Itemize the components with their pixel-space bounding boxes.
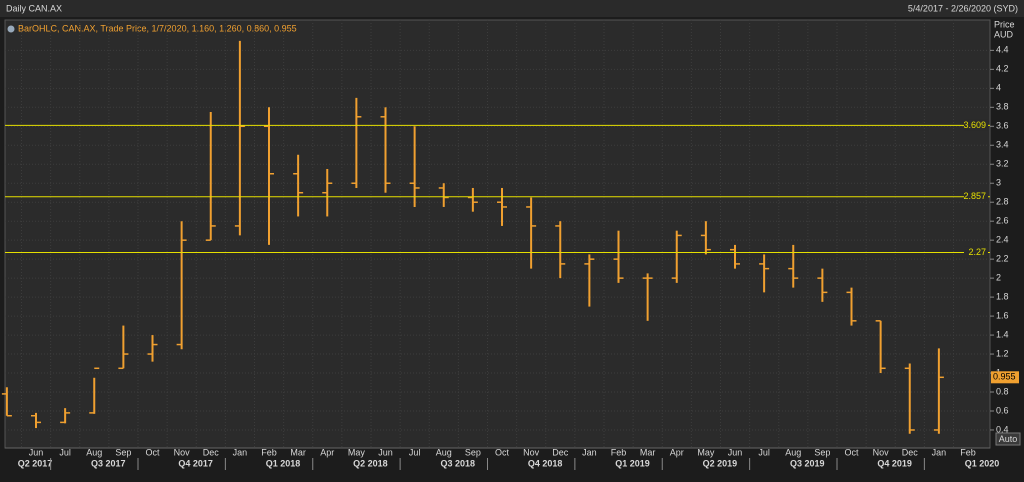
y-tick-label: 1.6	[996, 310, 1009, 320]
quarter-label: Q4 2017	[178, 458, 213, 468]
quarter-label: Q2 2019	[703, 458, 738, 468]
x-tick-label: Aug	[436, 447, 452, 457]
x-tick-label: Dec	[902, 447, 919, 457]
x-tick-label: Dec	[203, 447, 220, 457]
quarter-label: Q2 2017	[18, 458, 53, 468]
y-tick-label: 2.4	[996, 235, 1009, 245]
level-label: 2.857	[963, 191, 986, 201]
y-tick-label: 4.4	[996, 45, 1009, 55]
x-tick-label: Apr	[670, 447, 684, 457]
y-tick-label: 2.8	[996, 197, 1009, 207]
x-tick-label: Sep	[814, 447, 830, 457]
y-tick-label: 3.4	[996, 140, 1009, 150]
plot-area	[4, 19, 991, 449]
x-tick-label: Feb	[960, 447, 976, 457]
y-tick-label: 0.8	[996, 386, 1009, 396]
level-label-bg	[964, 246, 988, 258]
x-tick-label: Jul	[758, 447, 770, 457]
y-tick-label: 1.2	[996, 348, 1009, 358]
quarter-label: Q3 2017	[91, 458, 126, 468]
y-tick-label: 4	[996, 83, 1001, 93]
quarter-label: Q4 2019	[877, 458, 912, 468]
y-tick-label: 2	[996, 273, 1001, 283]
x-tick-label: Jan	[233, 447, 248, 457]
quarter-label: Q4 2018	[528, 458, 563, 468]
y-tick-label: 3.8	[996, 102, 1009, 112]
auto-button-label[interactable]: Auto	[999, 434, 1018, 444]
x-tick-label: Sep	[465, 447, 481, 457]
x-tick-label: Mar	[290, 447, 306, 457]
last-price-tag	[991, 371, 1019, 384]
y-tick-label: 1.4	[996, 329, 1009, 339]
x-tick-label: May	[348, 447, 366, 457]
x-tick-label: Jan	[582, 447, 597, 457]
x-tick-label: Jun	[378, 447, 393, 457]
x-tick-label: Feb	[611, 447, 627, 457]
x-tick-label: Oct	[495, 447, 510, 457]
y-axis-label: Price	[994, 19, 1015, 29]
x-tick-label: Nov	[523, 447, 540, 457]
y-tick-label: 3.6	[996, 121, 1009, 131]
y-tick-label: 3.2	[996, 159, 1009, 169]
date-range: 5/4/2017 - 2/26/2020 (SYD)	[908, 3, 1018, 13]
level-label: 3.609	[963, 120, 986, 130]
x-tick-label: Jan	[932, 447, 947, 457]
x-tick-label: Mar	[640, 447, 656, 457]
x-tick-label: Oct	[145, 447, 160, 457]
x-tick-label: Aug	[86, 447, 102, 457]
quarter-label: Q3 2019	[790, 458, 825, 468]
x-tick-label: Jun	[728, 447, 743, 457]
x-tick-label: Jul	[59, 447, 71, 457]
quarter-label: Q2 2018	[353, 458, 388, 468]
x-tick-label: Oct	[844, 447, 859, 457]
quarter-label: Q1 2018	[266, 458, 301, 468]
level-label-bg	[964, 119, 988, 131]
auto-button[interactable]	[995, 432, 1021, 446]
legend-text: BarOHLC, CAN.AX, Trade Price, 1/7/2020, …	[18, 23, 297, 33]
y-tick-label: 0.4	[996, 424, 1009, 434]
x-tick-label: Dec	[552, 447, 569, 457]
y-tick-label: 3	[996, 178, 1001, 188]
x-tick-label: Jun	[29, 447, 44, 457]
quarter-label: Q3 2018	[440, 458, 475, 468]
legend-icon	[7, 25, 15, 33]
level-label-bg	[964, 190, 988, 202]
quarter-label: Q1 2020	[965, 458, 1000, 468]
x-tick-label: May	[697, 447, 715, 457]
y-tick-label: 4.2	[996, 64, 1009, 74]
y-tick-label: 0.6	[996, 405, 1009, 415]
level-label: 2.27	[968, 247, 986, 257]
last-price-label: 0.955	[993, 372, 1016, 382]
y-tick-label: 2.2	[996, 254, 1009, 264]
x-tick-label: Nov	[174, 447, 191, 457]
x-tick-label: Aug	[785, 447, 801, 457]
x-tick-label: Nov	[873, 447, 890, 457]
x-tick-label: Jul	[409, 447, 421, 457]
quarter-label: Q1 2019	[615, 458, 650, 468]
x-tick-label: Feb	[261, 447, 277, 457]
y-tick-label: 2.6	[996, 216, 1009, 226]
y-tick-label: 1.8	[996, 291, 1009, 301]
header-bar	[0, 0, 1024, 17]
x-tick-label: Sep	[115, 447, 131, 457]
chart-title: Daily CAN.AX	[6, 3, 62, 13]
x-tick-label: Apr	[320, 447, 334, 457]
y-axis-unit: AUD	[994, 29, 1014, 39]
